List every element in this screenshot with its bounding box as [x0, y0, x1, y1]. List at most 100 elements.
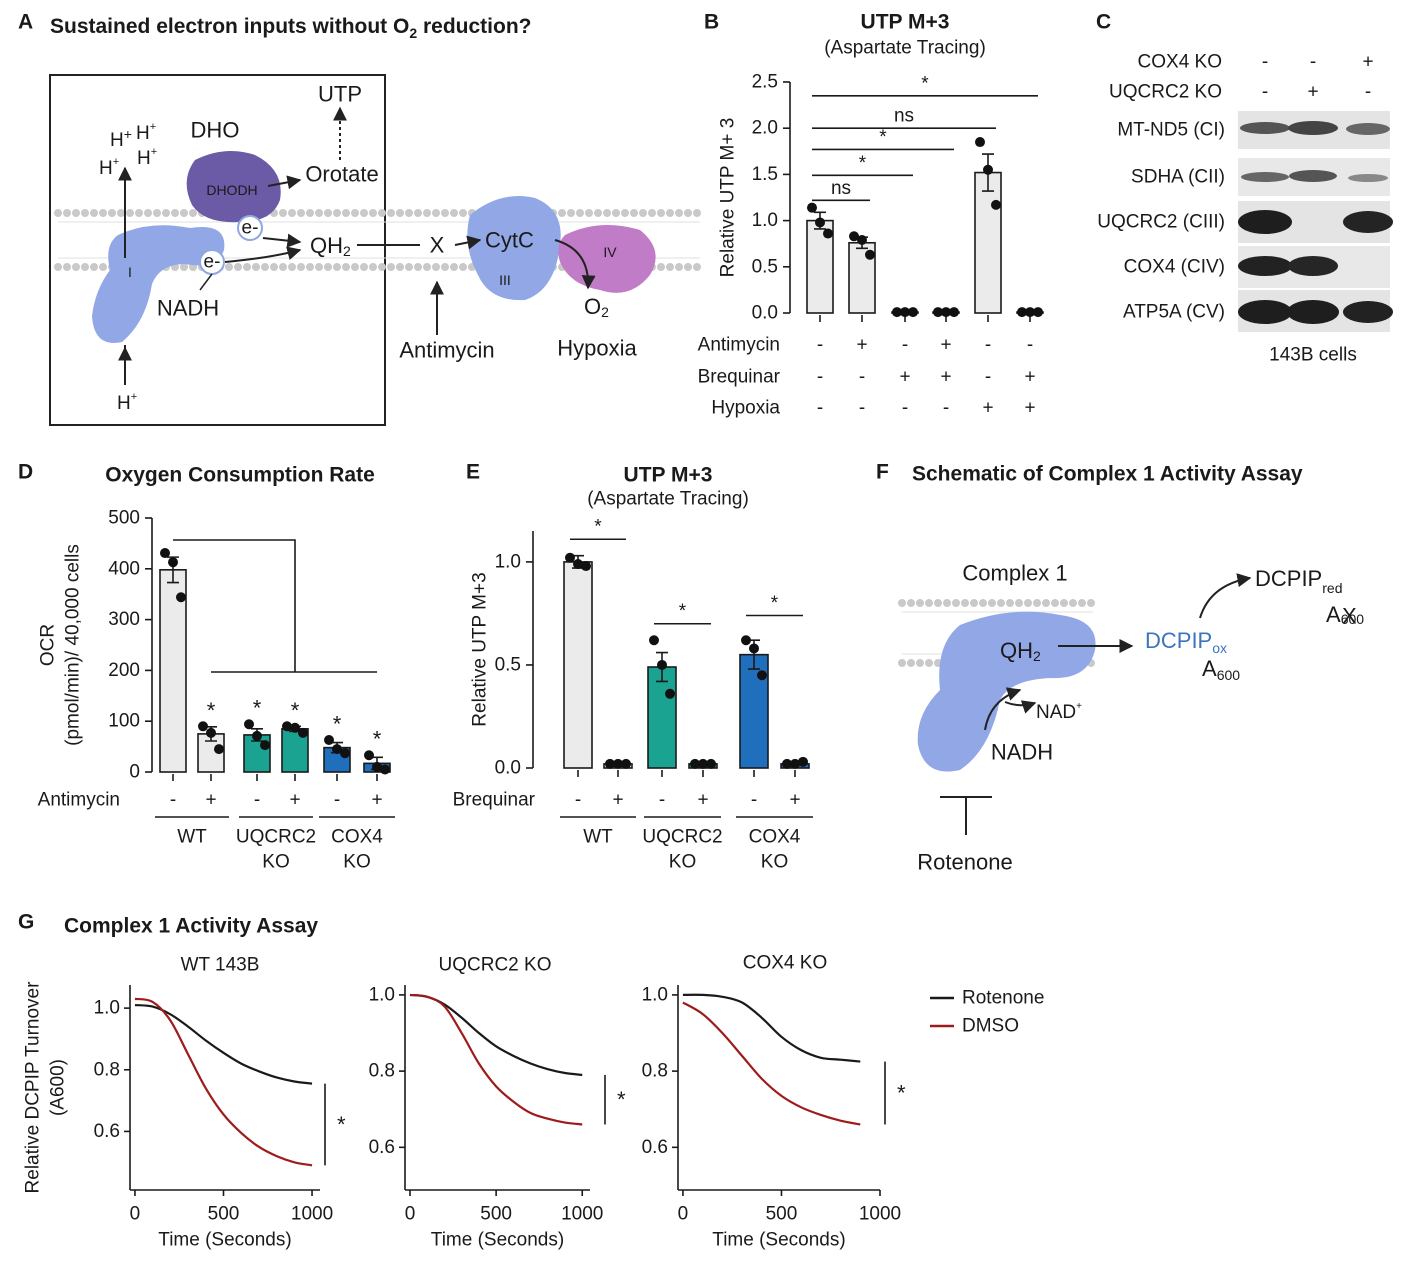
condition-sign: - [985, 367, 991, 388]
y-tick-label: 0.6 [369, 1137, 395, 1158]
condition-sign: - [334, 790, 340, 811]
label: H+ [110, 126, 132, 151]
condition-sign: + [289, 790, 300, 811]
label: Orotate [305, 162, 378, 187]
y-tick-label: 0.8 [369, 1061, 395, 1082]
condition-sign: + [1307, 82, 1318, 103]
condition-sign: + [697, 790, 708, 811]
condition-sign: + [789, 790, 800, 811]
panel-title: Schematic of Complex 1 Activity Assay [912, 463, 1303, 486]
point [949, 307, 959, 318]
tspan: H [117, 393, 131, 414]
chart-title: COX4 KO [743, 953, 827, 974]
point [823, 228, 833, 239]
condition-sign: + [940, 367, 951, 388]
group-label: COX4 [749, 827, 801, 848]
point [690, 758, 700, 769]
group-label: UQCRC2 [236, 827, 316, 848]
condition-sign: - [659, 790, 665, 811]
point [252, 730, 262, 741]
complex-iii [467, 196, 561, 301]
condition-sign: - [902, 398, 908, 419]
condition-label: COX4 KO [1138, 52, 1222, 73]
condition-sign: - [1262, 82, 1268, 103]
condition-sign: - [902, 335, 908, 356]
ellipse [1348, 174, 1388, 182]
arr [454, 235, 482, 250]
x-tick-label: 1000 [291, 1204, 333, 1225]
bracket-label: * [921, 73, 929, 94]
y-axis-label: (pmol/min)/ 40,000 cells [63, 544, 84, 746]
y-tick-label: 200 [108, 660, 140, 681]
ellipse [1289, 170, 1337, 182]
arr [267, 175, 302, 190]
point [807, 202, 817, 213]
condition-sign: - [170, 790, 176, 811]
point [244, 719, 254, 730]
condition-sign: + [1024, 367, 1035, 388]
bracket-label: * [679, 601, 687, 622]
x-tick-label: 500 [766, 1204, 798, 1225]
point [364, 750, 374, 761]
significance-marker: * [897, 1081, 906, 1106]
label: III [499, 272, 511, 288]
complex-i [917, 611, 1096, 772]
label: H+ [99, 156, 119, 179]
point [908, 307, 918, 318]
ellipse [1241, 172, 1289, 182]
comparison-bracket [173, 539, 377, 673]
y-axis-label: Relative DCPIP Turnover [23, 981, 44, 1194]
ellipse [1343, 301, 1393, 323]
y-tick-label: 1.0 [752, 210, 778, 231]
significance-marker: * [291, 698, 300, 723]
label: CytC [485, 228, 534, 253]
condition-sign: - [1262, 52, 1268, 73]
panel-label: C [1096, 11, 1111, 34]
ellipse [1288, 121, 1338, 135]
tspan: + [1076, 701, 1082, 712]
tspan: NAD [1036, 702, 1076, 723]
x-tick-label: 1000 [859, 1204, 901, 1225]
y-tick-label: 1.0 [94, 998, 120, 1019]
bracket-label: * [859, 153, 867, 174]
x-tick-label: 500 [480, 1204, 512, 1225]
point [372, 761, 382, 772]
label: DCPIPred [1255, 566, 1342, 597]
condition-sign: - [817, 398, 823, 419]
blot-label: ATP5A (CV) [1123, 302, 1225, 323]
condition-sign: - [751, 790, 757, 811]
chart-title: Oxygen Consumption Rate [105, 464, 375, 487]
point [380, 764, 390, 775]
dhodh [186, 151, 281, 223]
y-tick-label: 0.5 [752, 256, 778, 277]
x-tick-label: 1000 [561, 1204, 603, 1225]
point [1033, 307, 1043, 318]
significance-marker: * [253, 696, 262, 721]
group-label: KO [761, 852, 788, 873]
point [933, 307, 943, 318]
point [282, 721, 292, 732]
condition-sign: + [1024, 398, 1035, 419]
series-line [682, 1001, 861, 1126]
bracket-label: * [879, 127, 887, 148]
tspan: + [150, 121, 156, 133]
series-line [682, 993, 861, 1063]
ellipse [1240, 122, 1290, 134]
point [324, 734, 334, 745]
x-axis-label: Time (Seconds) [431, 1230, 564, 1251]
ellipse [1288, 256, 1338, 276]
ellipse [1238, 256, 1292, 276]
label: NADH [991, 740, 1053, 765]
electron [237, 215, 263, 241]
point [991, 199, 1001, 210]
condition-sign: + [982, 398, 993, 419]
y-axis-label: (A600) [48, 1059, 69, 1116]
y-tick-label: 400 [108, 558, 140, 579]
tspan: A [1326, 602, 1341, 627]
legend-label: DMSO [962, 1016, 1019, 1037]
label: O2 [584, 294, 609, 321]
point [605, 758, 615, 769]
point [206, 727, 216, 738]
arr [984, 687, 1022, 731]
